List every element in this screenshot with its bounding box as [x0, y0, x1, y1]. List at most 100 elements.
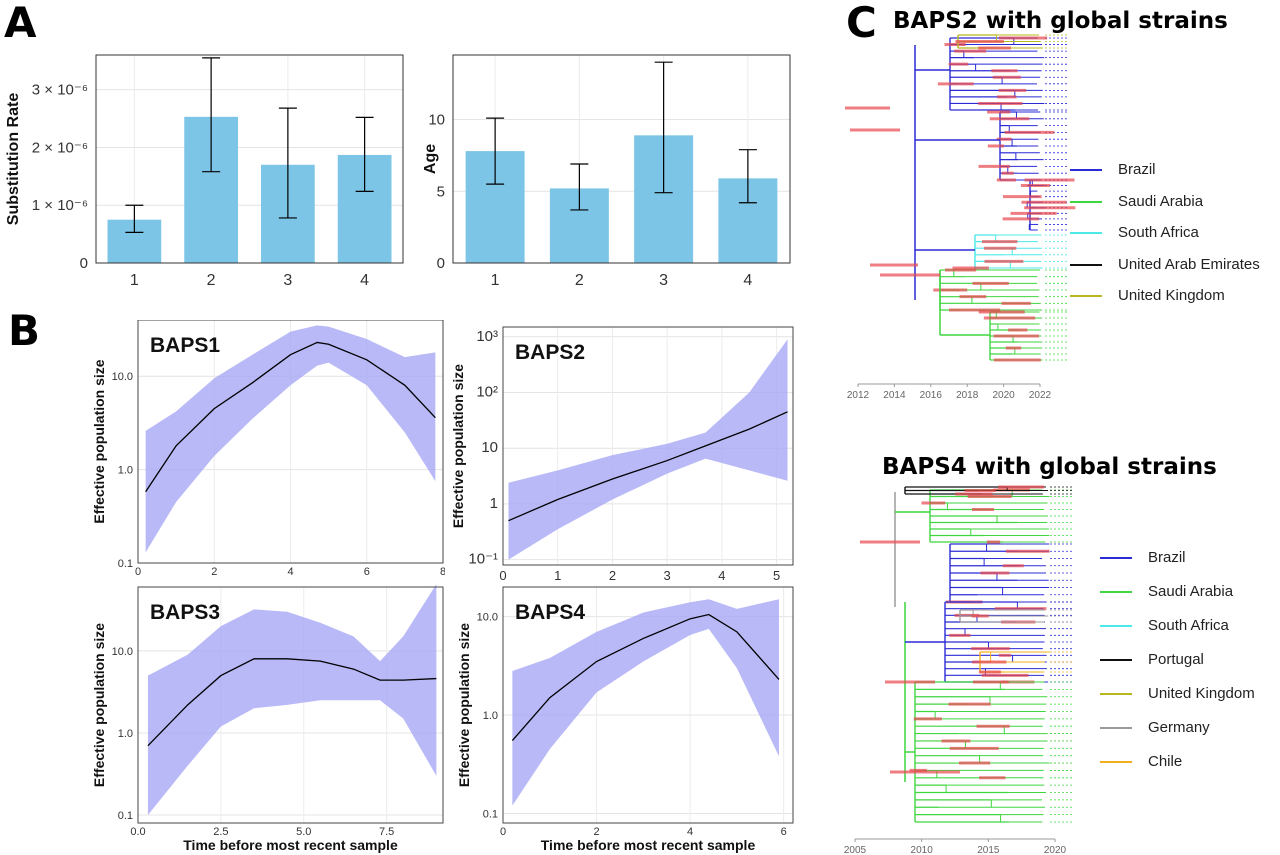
plot-frame: [502, 586, 794, 824]
x-axis-label: Time before most recent sample: [541, 837, 756, 853]
legend-label: South Africa: [1118, 224, 1199, 241]
baps2-tree-title: BAPS2 with global strains: [893, 8, 1228, 34]
x-tick-label: 1: [130, 272, 139, 289]
legend-swatch: [1070, 295, 1102, 297]
legend-swatch: [1070, 169, 1102, 171]
confidence-band: [145, 325, 436, 553]
x-tick-label: 0.0: [130, 826, 145, 838]
legend-label: Brazil: [1118, 161, 1156, 178]
y-tick-label: 0.1: [118, 810, 133, 822]
y-tick-label: 10²: [476, 384, 498, 401]
age-chart: 05101234BAPSAge: [422, 54, 791, 289]
y-tick-label: 3 × 10⁻⁶: [32, 82, 88, 99]
median-line: [145, 341, 436, 493]
y-axis-label: Effective population size: [456, 623, 472, 787]
time-axis-label: 2018: [956, 390, 979, 401]
x-tick-label: 0: [500, 826, 506, 838]
x-tick-label: 7.5: [379, 826, 394, 838]
baps4-phylogenetic-tree: 2005 2010 2015 2020: [844, 485, 1072, 855]
panel-letter-c: C: [846, 0, 877, 47]
y-tick-label: 1.0: [483, 710, 498, 722]
x-tick-label: 2: [609, 568, 616, 582]
panel-letter-b: B: [8, 306, 41, 355]
y-axis-label: Substitution Rate: [5, 93, 22, 226]
plot-frame: [502, 326, 794, 566]
y-tick-label: 5: [437, 183, 445, 200]
plot-frame: [137, 320, 444, 564]
median-line: [147, 658, 437, 747]
plot-frame: [452, 54, 791, 264]
panel-letter-a: A: [4, 0, 37, 47]
x-tick-label: 3: [659, 272, 668, 289]
legend-swatch: [1100, 625, 1132, 627]
baps4-skyline-chart: 0.1 1.0 10.0 0 2 4 6 BAPS4 Time before most rece…: [456, 586, 794, 853]
legend-label: Portugal: [1148, 651, 1204, 668]
baps2-phylogenetic-tree: 2012 2014 2016 2018 2020 2022: [845, 34, 1076, 401]
plot-frame: [95, 54, 404, 264]
panel-label: BAPS4: [515, 601, 585, 624]
baps3-skyline-chart: 0.1 1.0 10.0 0.0 2.5 5.0 7.5 BAPS3 Time before m…: [91, 584, 444, 853]
panel-label: BAPS1: [150, 334, 220, 357]
legend-swatch: [1100, 727, 1132, 729]
x-tick-label: 6: [781, 826, 787, 838]
legend-label: Saudi Arabia: [1118, 192, 1204, 210]
substitution-rate-chart: 01 × 10⁻⁶2 × 10⁻⁶3 × 10⁻⁶1234BAPSSubstit…: [5, 54, 404, 289]
y-axis-label: Effective population size: [91, 623, 107, 787]
x-tick-label: 2: [211, 566, 217, 578]
time-axis-label: 2020: [992, 390, 1015, 401]
x-tick-label: 0: [135, 566, 141, 578]
y-tick-label: 10.0: [112, 371, 133, 383]
y-tick-label: 10.0: [477, 612, 498, 624]
legend-swatch: [1100, 659, 1132, 661]
x-tick-label: 1: [491, 272, 500, 289]
time-axis-label: 2016: [920, 390, 943, 401]
confidence-band: [512, 599, 779, 806]
y-tick-label: 10.0: [112, 646, 133, 658]
y-axis-label: Effective population size: [450, 364, 466, 528]
y-tick-label: 1.0: [118, 465, 133, 477]
confidence-band: [147, 584, 437, 816]
baps4-tree-title: BAPS4 with global strains: [882, 454, 1217, 480]
time-axis-label: 2015: [977, 845, 1000, 855]
x-tick-label: 2: [593, 826, 599, 838]
baps1-skyline-chart: 0.1 1.0 10.0 0 2 4 6 8 BAPS1 Effective population…: [91, 320, 445, 578]
median-line: [508, 411, 788, 522]
y-tick-label: 1 × 10⁻⁶: [32, 197, 88, 214]
y-tick-label: 10³: [476, 328, 498, 345]
x-tick-label: 4: [687, 826, 693, 838]
time-axis-label: 2010: [911, 845, 934, 855]
legend-label: United Kingdom: [1148, 685, 1255, 702]
time-axis-label: 2020: [1044, 845, 1067, 855]
y-tick-label: 0: [80, 255, 88, 272]
baps2-skyline-chart: 10⁻¹ 1 10 10² 10³ 0 1 2 3 4 5 BAPS2 Effective popula…: [450, 326, 794, 582]
legend-swatch: [1100, 693, 1132, 695]
x-tick-label: 3: [283, 272, 292, 289]
y-tick-label: 10: [481, 439, 498, 456]
y-tick-label: 0.1: [483, 808, 498, 820]
time-axis-label: 2014: [883, 390, 906, 401]
y-tick-label: 10⁻¹: [468, 551, 498, 568]
y-tick-label: 0: [437, 255, 445, 272]
legend-swatch: [1100, 591, 1132, 593]
y-tick-label: 0.1: [118, 558, 133, 570]
legend-label: South Africa: [1148, 617, 1229, 634]
legend-swatch: [1070, 200, 1102, 203]
x-tick-label: 1: [554, 568, 561, 582]
x-tick-label: 4: [718, 568, 725, 582]
x-tick-label: 8: [440, 566, 445, 578]
x-tick-label: 6: [364, 566, 370, 578]
median-line: [511, 613, 780, 742]
y-tick-label: 1: [490, 495, 498, 512]
legend-label: Chile: [1148, 753, 1183, 770]
panel-label: BAPS2: [515, 341, 585, 364]
x-tick-label: 2: [575, 272, 584, 289]
x-tick-label: 5: [773, 568, 780, 582]
legend-swatch: [1070, 232, 1102, 234]
x-tick-label: 4: [287, 566, 293, 578]
x-tick-label: 0: [499, 568, 506, 582]
y-tick-label: 2 × 10⁻⁶: [32, 139, 88, 156]
legend-label: Brazil: [1148, 549, 1186, 566]
confidence-band: [508, 339, 788, 560]
baps2-legend: Brazil Saudi Arabia South Africa United Ara…: [1070, 160, 1280, 304]
y-tick-label: 1.0: [118, 728, 133, 740]
